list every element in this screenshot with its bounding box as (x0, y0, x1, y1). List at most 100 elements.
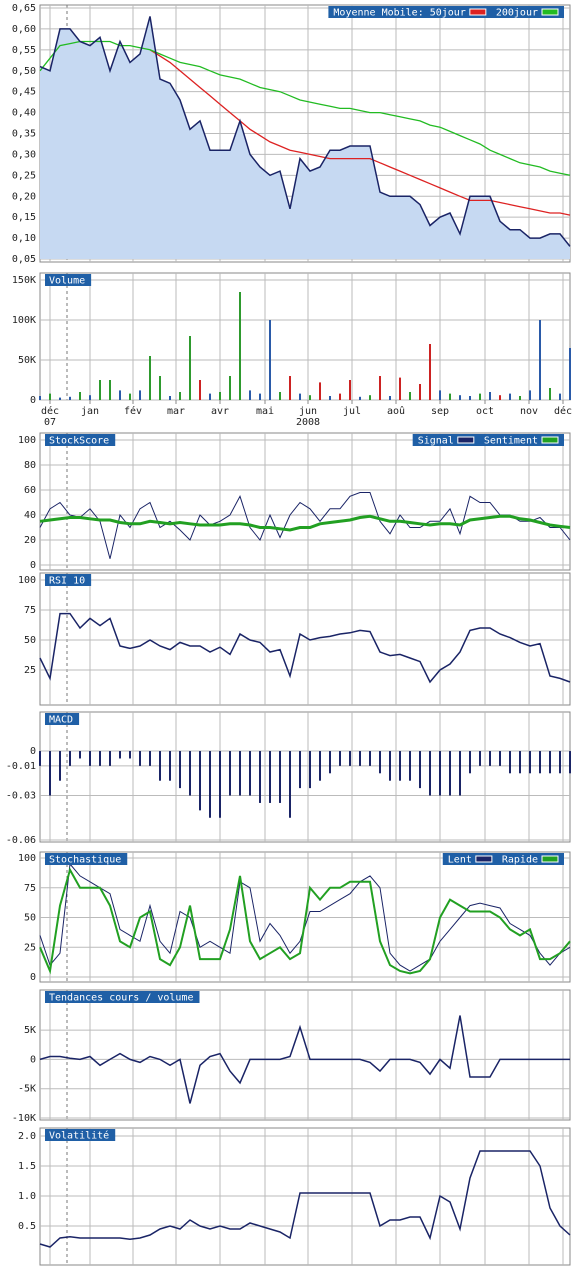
panel-title: Volatilité (45, 1129, 116, 1142)
data-line (39, 40, 571, 176)
bar (339, 393, 341, 400)
plot-frame (39, 272, 571, 401)
bar (239, 292, 241, 400)
plot-frame (39, 711, 571, 843)
bar (529, 390, 531, 400)
legend-swatch (541, 436, 559, 444)
title-box (45, 1129, 116, 1141)
bar (229, 751, 231, 796)
title-box (45, 853, 128, 865)
bar (79, 751, 81, 759)
bar (399, 377, 401, 400)
bar (309, 395, 311, 400)
y-tick-label: -5K (18, 1084, 36, 1095)
area-fill (40, 16, 570, 260)
legend-label: Rapide (502, 855, 538, 866)
bar (169, 751, 171, 781)
bar (359, 751, 361, 766)
y-tick-label: 0 (30, 1054, 36, 1065)
bar (439, 390, 441, 400)
bar (49, 751, 51, 796)
bar (519, 396, 521, 400)
title-text: Tendances cours / volume (49, 993, 194, 1004)
bar (189, 751, 191, 796)
bar (259, 393, 261, 400)
bar (489, 392, 491, 400)
title-text: RSI 10 (49, 576, 85, 587)
x-tick-label: mar (167, 406, 185, 417)
bar (459, 395, 461, 400)
bar (539, 751, 541, 774)
bar (409, 751, 411, 781)
bar (259, 751, 261, 803)
y-tick-label: 0 (30, 746, 36, 757)
y-tick-label: 0,25 (12, 170, 36, 181)
title-text: MACD (49, 715, 73, 726)
x-tick-label: jan (81, 406, 99, 417)
bar (529, 751, 531, 774)
panel-title: StockScore (45, 434, 116, 447)
y-tick-label: 0,65 (12, 3, 36, 14)
bar (549, 751, 551, 774)
bar (409, 392, 411, 400)
y-tick-label: 60 (24, 485, 36, 496)
bar (219, 751, 221, 818)
panel-title: Stochastique (45, 853, 128, 866)
y-tick-label: 0 (30, 972, 36, 983)
bar (349, 751, 351, 766)
y-tick-label: 0,05 (12, 254, 36, 265)
data-line (149, 49, 571, 216)
title-box (45, 274, 92, 286)
y-tick-label: 0,10 (12, 233, 36, 244)
data-line (39, 1015, 570, 1104)
bar (319, 382, 321, 400)
bar (169, 396, 171, 400)
plot-frame (39, 572, 571, 706)
legend-label: 200jour (496, 8, 538, 19)
title-text: Stochastique (49, 855, 121, 866)
title-text: Volume (49, 276, 85, 287)
bar (299, 751, 301, 789)
bar (329, 751, 331, 774)
y-tick-label: 20 (24, 535, 36, 546)
y-tick-label: 75 (24, 883, 36, 894)
y-tick-label: 50 (24, 913, 36, 924)
bar (329, 396, 331, 400)
data-line (39, 612, 571, 684)
y-tick-label: 75 (24, 605, 36, 616)
y-tick-label: 0,50 (12, 66, 36, 77)
y-tick-label: 0,30 (12, 149, 36, 160)
bar (149, 356, 151, 400)
bar (279, 392, 281, 400)
y-tick-label: 0 (30, 560, 36, 571)
bar (369, 395, 371, 400)
legend-swatch (475, 855, 493, 863)
bar (549, 388, 551, 400)
bar (179, 751, 181, 789)
x-tick-label: sep (431, 406, 449, 417)
bar (339, 751, 341, 766)
y-tick-label: 80 (24, 460, 36, 471)
bar (359, 396, 361, 400)
y-tick-label: 0,15 (12, 212, 36, 223)
x-tick-sublabel: 07 (44, 417, 56, 428)
bar (49, 393, 51, 400)
bar (99, 751, 101, 766)
bar (59, 751, 61, 781)
x-tick-label: nov (520, 406, 538, 417)
title-box (45, 574, 92, 586)
bar (539, 320, 541, 400)
x-tick-label: déc (554, 405, 572, 417)
bar (569, 348, 571, 400)
bar (309, 751, 311, 789)
y-tick-label: -0.06 (6, 835, 36, 846)
bar (319, 751, 321, 781)
bar (399, 751, 401, 781)
bar (429, 344, 431, 400)
bar (419, 751, 421, 789)
bar (279, 751, 281, 803)
legend-swatch (469, 8, 487, 16)
y-tick-label: 0,45 (12, 87, 36, 98)
bar (429, 751, 431, 796)
